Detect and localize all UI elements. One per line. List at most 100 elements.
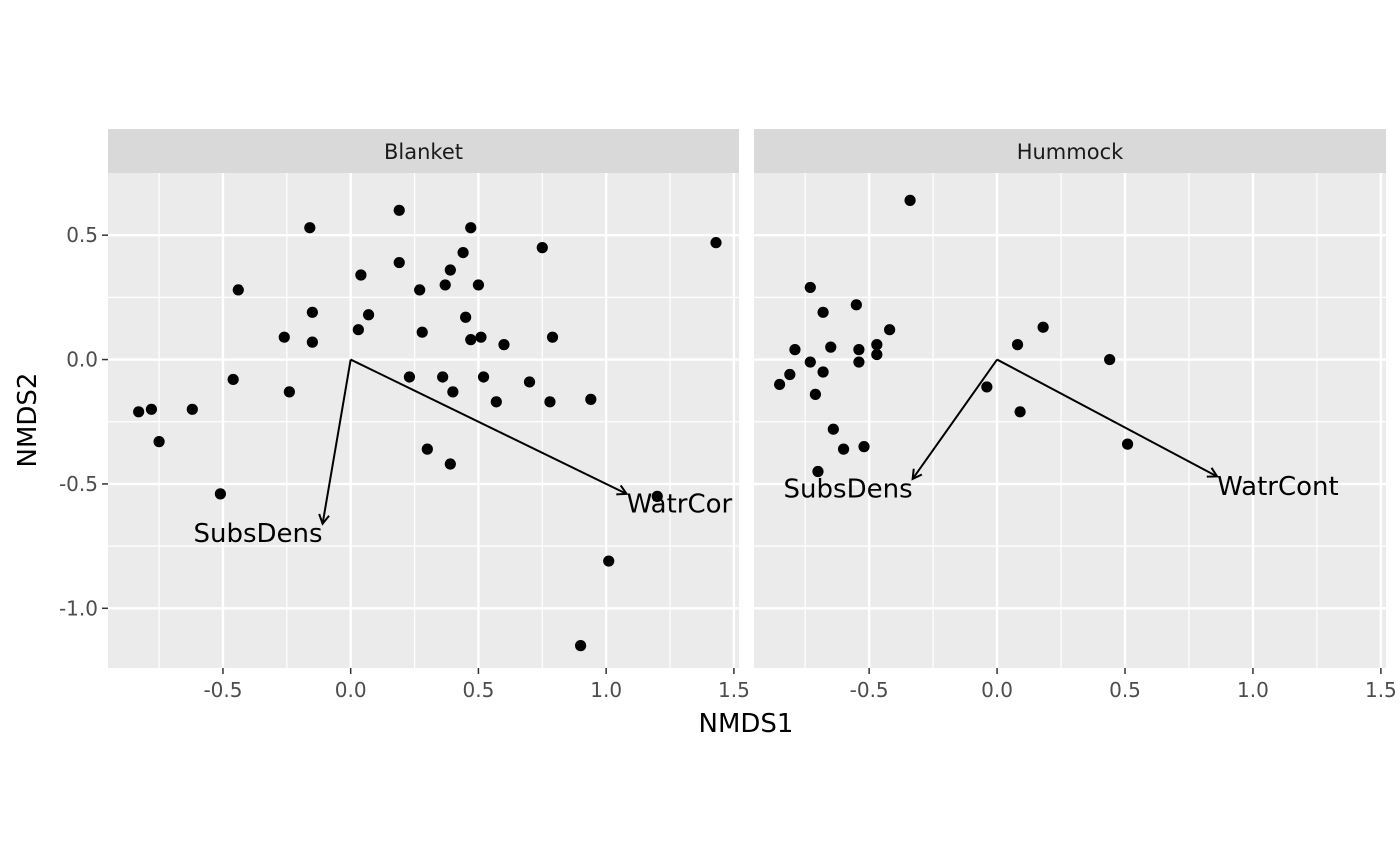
- arrow-vector: [996, 358, 1217, 477]
- data-point: [133, 406, 145, 418]
- data-point: [784, 368, 796, 381]
- arrow-labels: SubsDens WatrCont: [784, 472, 1339, 504]
- data-point: [817, 366, 829, 378]
- data-point: [304, 222, 316, 234]
- data-point: [837, 443, 850, 455]
- strip-label: Blanket: [384, 140, 463, 164]
- arrow-vector: [913, 358, 998, 479]
- y-tick-label: -1.0: [59, 596, 98, 620]
- data-point: [1011, 339, 1024, 351]
- data-point: [544, 396, 556, 408]
- data-point: [1121, 438, 1134, 450]
- x-tick-label: 1.0: [1237, 678, 1269, 702]
- data-point: [651, 490, 663, 502]
- data-point: [439, 279, 451, 291]
- arrow-label: WatrCor: [627, 489, 733, 519]
- data-point: [232, 284, 244, 296]
- data-point: [710, 237, 722, 249]
- arrow-label: SubsDens: [784, 474, 913, 504]
- data-point: [536, 242, 548, 254]
- data-point: [809, 388, 822, 400]
- panel-blanket: Blanket SubsDens WatrCor: [108, 129, 739, 668]
- data-point: [546, 331, 559, 343]
- panel-background: [754, 173, 1386, 668]
- data-point: [414, 284, 426, 296]
- data-point: [817, 306, 829, 318]
- data-point: [812, 465, 824, 478]
- arrows: [323, 358, 627, 524]
- panel-hummock: Hummock SubsDens WatrCont: [754, 129, 1386, 668]
- arrow-vector: [350, 358, 627, 494]
- x-tick-label: 0.5: [463, 678, 495, 702]
- data-point: [904, 194, 916, 206]
- data-point: [214, 488, 227, 500]
- arrow-vector: [323, 359, 352, 524]
- y-axis: 0.5 0.0 -0.5 -1.0: [59, 223, 108, 620]
- x-tick-label: 0.5: [1109, 678, 1141, 702]
- data-point: [490, 396, 502, 408]
- x-tick-label: 0.0: [981, 678, 1013, 702]
- data-point: [444, 264, 456, 276]
- x-tick-label: 1.5: [1365, 678, 1397, 702]
- x-axis-hummock: -0.5 0.0 0.5 1.0 1.5: [850, 668, 1397, 702]
- data-point: [447, 386, 459, 398]
- data-point: [352, 324, 364, 336]
- data-point: [804, 356, 816, 368]
- data-point: [773, 378, 786, 391]
- data-point: [403, 371, 416, 383]
- y-tick-label: -0.5: [59, 472, 98, 496]
- arrow-label: WatrCont: [1217, 472, 1339, 502]
- y-tick-label: 0.0: [66, 348, 98, 372]
- data-point: [1037, 321, 1049, 333]
- data-point: [416, 326, 428, 338]
- x-tick-label: 1.5: [718, 678, 750, 702]
- data-point: [465, 222, 477, 234]
- data-point: [827, 423, 839, 435]
- data-point: [523, 376, 536, 388]
- strip-background: [754, 129, 1386, 173]
- x-axis-title: NMDS1: [699, 709, 794, 739]
- x-axis-blanket: -0.5 0.0 0.5 1.0 1.5: [203, 668, 750, 702]
- data-point: [850, 299, 862, 311]
- data-point: [603, 555, 615, 567]
- arrows: [913, 358, 1217, 479]
- data-point: [457, 246, 469, 259]
- data-point: [465, 334, 477, 346]
- data-point: [437, 371, 449, 383]
- data-point: [585, 393, 597, 405]
- data-point: [460, 311, 472, 323]
- data-point: [153, 436, 165, 448]
- data-point: [421, 443, 433, 455]
- data-point: [306, 336, 318, 348]
- strip-label: Hummock: [1017, 140, 1124, 164]
- data-point: [575, 640, 587, 652]
- data-point: [362, 309, 375, 321]
- data-point: [278, 331, 290, 343]
- arrow-labels: SubsDens WatrCor: [194, 489, 733, 549]
- data-point: [393, 256, 405, 269]
- data-point: [804, 281, 816, 294]
- data-point: [853, 356, 865, 368]
- data-point: [186, 403, 198, 415]
- points: [133, 204, 722, 652]
- x-tick-label: 1.0: [590, 678, 622, 702]
- data-point: [355, 269, 367, 281]
- strip-background: [108, 129, 739, 173]
- data-point: [477, 371, 490, 383]
- data-point: [825, 341, 837, 353]
- data-point: [393, 204, 405, 216]
- y-axis-title: NMDS2: [13, 373, 43, 468]
- panel-background: [108, 173, 739, 668]
- data-point: [884, 324, 896, 336]
- data-point: [145, 403, 158, 415]
- data-point: [871, 339, 883, 351]
- data-point: [858, 441, 870, 453]
- arrow-label: SubsDens: [194, 519, 323, 549]
- data-point: [498, 339, 510, 351]
- data-point: [306, 306, 318, 318]
- data-point: [227, 373, 239, 386]
- data-point: [1104, 353, 1116, 366]
- data-point: [444, 458, 456, 470]
- data-point: [981, 381, 993, 393]
